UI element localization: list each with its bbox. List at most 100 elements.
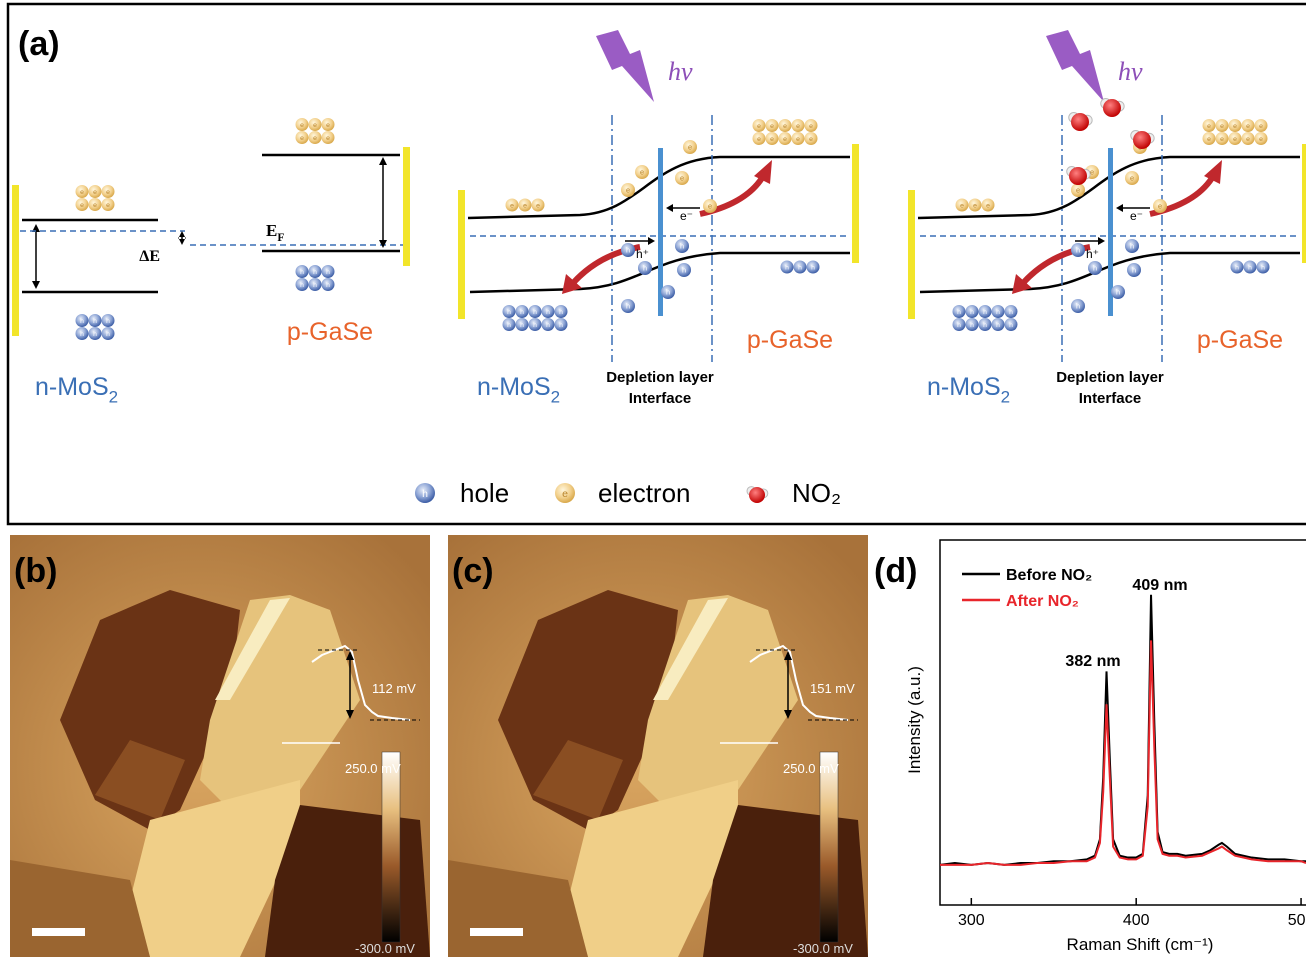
electron-letter: e xyxy=(1233,123,1237,130)
hole-letter: h xyxy=(559,322,563,329)
arrow-head xyxy=(648,237,655,245)
hole-letter: h xyxy=(680,242,684,251)
electron-letter: e xyxy=(757,136,761,143)
electron-letter: e xyxy=(1076,186,1080,195)
hole-letter: h xyxy=(546,309,550,316)
electron-letter: e xyxy=(326,135,330,142)
kpfm-image xyxy=(448,535,868,957)
hole-letter: h xyxy=(93,318,97,325)
no2-n xyxy=(749,487,765,503)
peak-label: 409 nm xyxy=(1132,577,1187,594)
hole-letter: h xyxy=(996,322,1000,329)
hole-letter: h xyxy=(300,269,304,276)
hole-letter: h xyxy=(326,269,330,276)
electron-letter: e xyxy=(960,202,964,209)
electron-letter: e xyxy=(640,168,644,177)
electron-letter: e xyxy=(510,202,514,209)
panel-label: (b) xyxy=(14,552,57,590)
x-tick-label: 500 xyxy=(1288,912,1306,929)
hole-letter: h xyxy=(983,309,987,316)
no2-n xyxy=(1071,113,1089,131)
hole-letter: h xyxy=(520,322,524,329)
x-tick-label: 300 xyxy=(958,912,985,929)
hole-letter: h xyxy=(1009,322,1013,329)
electron-letter: e xyxy=(1246,123,1250,130)
hole-letter: h xyxy=(643,264,647,273)
panel-label: (d) xyxy=(874,552,917,590)
electron-letter: e xyxy=(1090,168,1094,177)
hole-letter: h xyxy=(533,322,537,329)
scale-top: 250.0 mV xyxy=(783,761,839,776)
hole-letter: h xyxy=(798,264,802,271)
hole-letter: h xyxy=(507,322,511,329)
hole-letter: h xyxy=(1132,266,1136,275)
step-label: 151 mV xyxy=(810,681,855,696)
electron-letter: e xyxy=(536,202,540,209)
electron-letter: e xyxy=(1130,174,1134,183)
electron-letter: e xyxy=(783,136,787,143)
hole-letter: h xyxy=(957,322,961,329)
hole-letter: h xyxy=(785,264,789,271)
electron-letter: e xyxy=(1233,136,1237,143)
fermi-level-main: E xyxy=(266,221,277,240)
electron-letter: e xyxy=(313,135,317,142)
legend-label: hole xyxy=(460,478,509,508)
hole-letter: h xyxy=(313,269,317,276)
electron-letter: e xyxy=(523,202,527,209)
electron-letter: e xyxy=(1220,123,1224,130)
hole-tag: h⁺ xyxy=(636,247,649,261)
electron-letter: e xyxy=(770,136,774,143)
electron-letter: e xyxy=(809,123,813,130)
fermi-level: EF xyxy=(266,221,284,244)
electron-letter: e xyxy=(562,488,568,500)
hole-letter: h xyxy=(422,488,428,500)
hole-letter: h xyxy=(106,318,110,325)
hole-letter: h xyxy=(811,264,815,271)
hole-letter: h xyxy=(80,318,84,325)
hole-letter: h xyxy=(996,309,1000,316)
photon-label: hv xyxy=(1118,57,1143,86)
figure: (a)ΔEEFeeeeeehhhhhheeeeeehhhhhhp-GaSen-M… xyxy=(0,0,1306,957)
hole-tag: h⁺ xyxy=(1086,247,1099,261)
spectrum-line xyxy=(940,640,1306,864)
color-bar xyxy=(820,752,838,942)
legend-label: Before NO₂ xyxy=(1006,567,1092,584)
electron-letter: e xyxy=(688,143,692,152)
x-tick-label: 400 xyxy=(1123,912,1150,929)
electron-letter: e xyxy=(680,174,684,183)
electron-letter: e xyxy=(1158,202,1162,211)
electron-letter: e xyxy=(1259,123,1263,130)
electron-letter: e xyxy=(300,135,304,142)
electrode xyxy=(458,190,465,319)
hole-letter: h xyxy=(313,282,317,289)
electrode xyxy=(1302,144,1306,263)
scale-bar xyxy=(470,928,523,936)
hole-letter: h xyxy=(546,322,550,329)
electron-letter: e xyxy=(973,202,977,209)
electron-tag: e⁻ xyxy=(680,209,693,223)
hole-letter: h xyxy=(106,331,110,338)
plot-frame xyxy=(940,540,1306,905)
arrow-head xyxy=(1116,204,1123,212)
electrode xyxy=(12,185,19,336)
arrow-head xyxy=(1098,237,1105,245)
electron-letter: e xyxy=(626,186,630,195)
electron-letter: e xyxy=(986,202,990,209)
scale-top: 250.0 mV xyxy=(345,761,401,776)
hole-letter: h xyxy=(1248,264,1252,271)
hole-letter: h xyxy=(80,331,84,338)
hole-letter: h xyxy=(1093,264,1097,273)
material-label: n-MoS2 xyxy=(477,373,560,407)
material-label: p-GaSe xyxy=(287,318,373,346)
material-label-sub: 2 xyxy=(1001,388,1010,407)
electron-letter: e xyxy=(770,123,774,130)
electrode xyxy=(403,147,410,266)
electron-letter: e xyxy=(106,189,110,196)
hole-letter: h xyxy=(93,331,97,338)
electron-letter: e xyxy=(809,136,813,143)
hole-letter: h xyxy=(666,288,670,297)
spectrum-line xyxy=(940,595,1306,865)
electron-letter: e xyxy=(326,122,330,129)
material-label-sub: 2 xyxy=(551,388,560,407)
interface-label: Interface xyxy=(629,390,692,407)
